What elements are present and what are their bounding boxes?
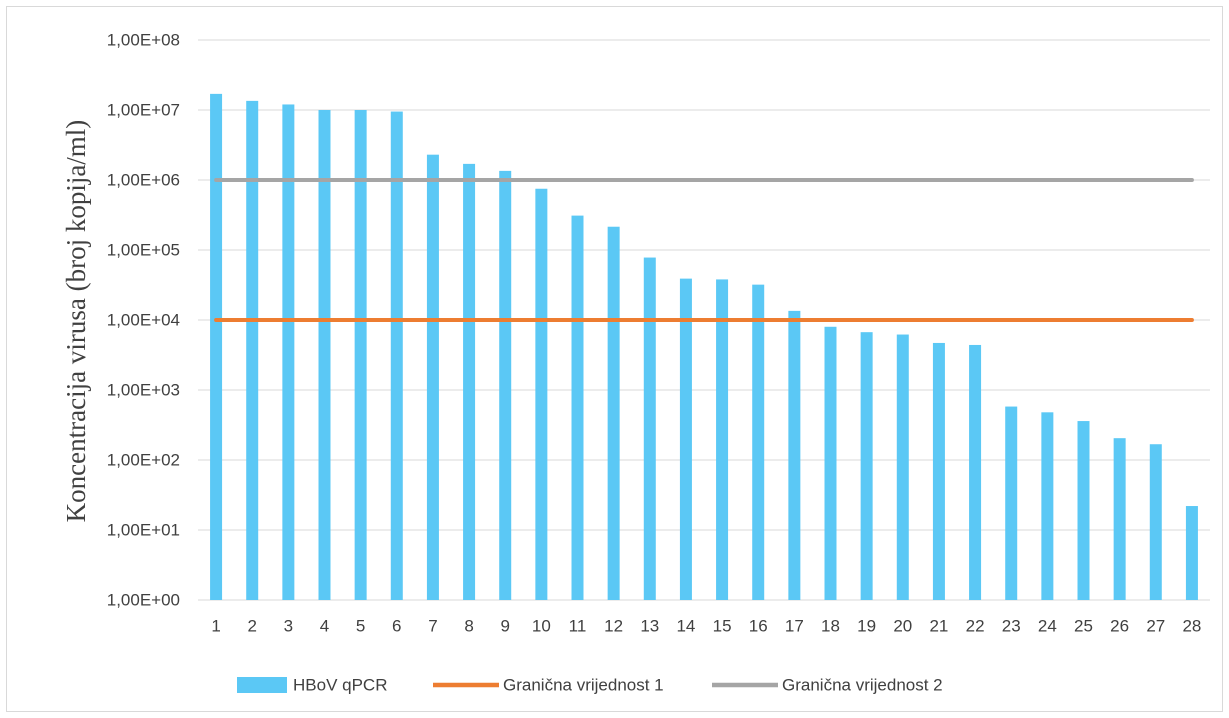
y-tick-label: 1,00E+01	[107, 521, 180, 540]
legend: HBoV qPCR Granična vrijednost 1 Granična v…	[237, 676, 943, 695]
x-tick-label: 2	[247, 617, 256, 636]
bar	[643, 257, 656, 600]
bar	[716, 279, 729, 600]
x-tick-label: 6	[392, 617, 401, 636]
bar	[752, 284, 765, 600]
x-tick-label: 1	[211, 617, 220, 636]
legend-swatch-bar	[237, 677, 287, 693]
legend-label: Granična vrijednost 1	[503, 676, 664, 695]
bar	[426, 154, 439, 600]
y-tick-label: 1,00E+05	[107, 241, 180, 260]
bar	[679, 278, 692, 600]
line-layer	[214, 178, 1194, 322]
legend-label: Granična vrijednost 2	[782, 676, 943, 695]
bar	[1005, 406, 1018, 600]
x-tick-label: 8	[464, 617, 473, 636]
y-tick-label: 1,00E+07	[107, 101, 180, 120]
bar	[571, 215, 584, 600]
x-tick-label: 21	[929, 617, 948, 636]
x-tick-label: 22	[966, 617, 985, 636]
x-tick-label: 15	[713, 617, 732, 636]
x-tick-label: 27	[1146, 617, 1165, 636]
x-tick-label: 19	[857, 617, 876, 636]
bar	[932, 342, 945, 600]
y-tick-label: 1,00E+03	[107, 381, 180, 400]
x-tick-label: 11	[569, 617, 587, 636]
bar	[1077, 421, 1090, 600]
bar	[354, 110, 367, 600]
bar	[896, 334, 909, 600]
x-tick-label: 28	[1182, 617, 1201, 636]
bar	[282, 104, 295, 601]
x-tick-label: 3	[284, 617, 293, 636]
x-tick-label: 18	[821, 617, 840, 636]
x-tick-label: 23	[1002, 617, 1021, 636]
x-tick-label: 7	[428, 617, 437, 636]
bar	[210, 93, 223, 600]
bar	[1041, 412, 1054, 600]
x-tick-label: 17	[785, 617, 804, 636]
x-tick-label: 4	[320, 617, 329, 636]
x-tick-label: 26	[1110, 617, 1129, 636]
y-tick-label: 1,00E+06	[107, 171, 180, 190]
y-tick-label: 1,00E+08	[107, 31, 180, 50]
bar	[390, 111, 403, 600]
bar	[246, 100, 259, 600]
bar	[969, 344, 982, 600]
legend-label: HBoV qPCR	[293, 676, 387, 695]
y-axis-title: Koncentracija virusa (broj kopija/ml)	[61, 120, 91, 523]
y-tick-layer: 1,00E+00 1,00E+01 1,00E+02 1,00E+03 1,00E+04…	[107, 31, 180, 610]
x-tick-label: 5	[356, 617, 365, 636]
bar	[824, 326, 837, 600]
x-tick-label: 14	[676, 617, 695, 636]
bar-layer	[210, 93, 1198, 601]
x-tick-label: 10	[532, 617, 551, 636]
bar	[607, 226, 620, 600]
y-tick-label: 1,00E+04	[107, 311, 180, 330]
bar	[1113, 438, 1126, 600]
x-tick-label: 12	[604, 617, 623, 636]
bar	[860, 332, 873, 600]
x-tick-label: 25	[1074, 617, 1093, 636]
y-tick-label: 1,00E+00	[107, 591, 180, 610]
x-tick-label: 20	[893, 617, 912, 636]
x-tick-label: 13	[640, 617, 659, 636]
x-tick-label: 9	[500, 617, 509, 636]
bar	[535, 188, 548, 600]
bar	[318, 110, 331, 600]
y-tick-label: 1,00E+02	[107, 451, 180, 470]
bar	[788, 310, 801, 600]
x-tick-label: 24	[1038, 617, 1057, 636]
bar	[1185, 506, 1198, 600]
x-tick-layer: 1 2 3 4 5 6 7 8 9 10 11 12 13 14 15 16 17 18 19 20 21 22 23 24 2…	[211, 617, 1201, 636]
x-tick-label: 16	[749, 617, 768, 636]
bar	[463, 163, 476, 600]
bar	[499, 170, 512, 600]
bar	[1149, 444, 1162, 600]
